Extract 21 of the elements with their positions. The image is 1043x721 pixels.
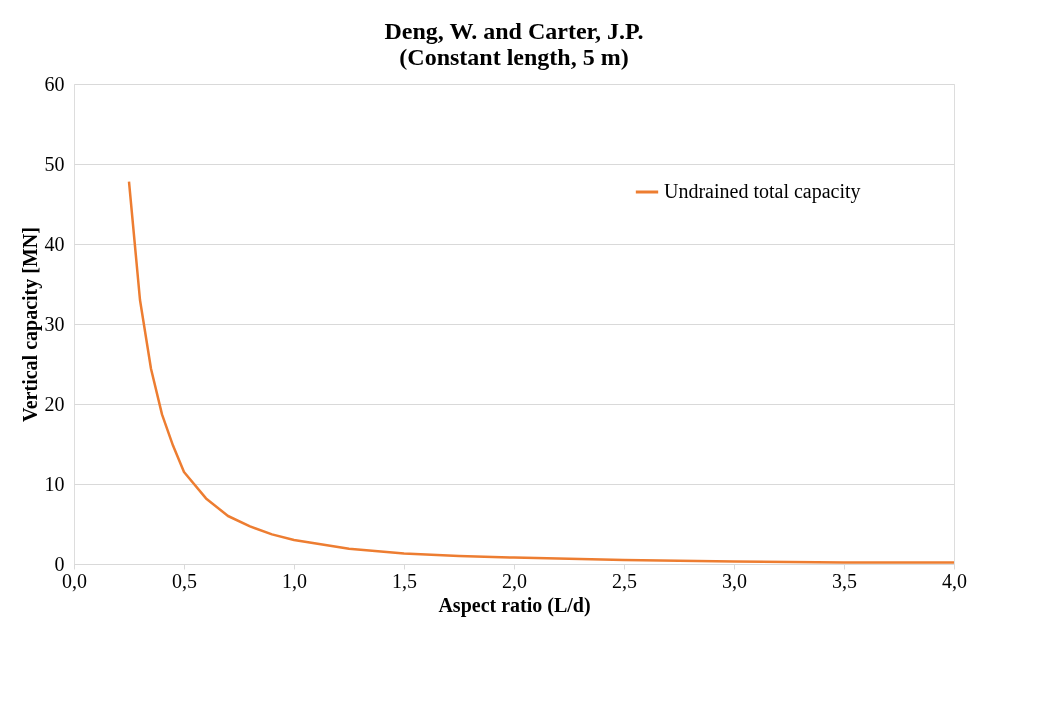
y-tick-label: 10 xyxy=(44,472,65,495)
y-tick-label: 60 xyxy=(44,72,65,95)
y-tick-label: 0 xyxy=(54,552,65,575)
x-axis-title: Aspect ratio (L/d) xyxy=(438,593,591,617)
line-series xyxy=(127,180,956,564)
y-tick-label: 40 xyxy=(44,232,65,255)
y-tick-label: 50 xyxy=(44,152,65,175)
x-tick-label: 1,0 xyxy=(282,569,307,592)
x-tick-label: 3,5 xyxy=(832,569,857,592)
legend-label: Undrained total capacity xyxy=(664,180,861,203)
x-tick-label: 0,5 xyxy=(172,569,197,592)
y-tick-label: 30 xyxy=(44,312,65,335)
x-tick-label: 2,0 xyxy=(502,569,527,592)
x-tick-label: 4,0 xyxy=(942,569,967,592)
y-tick-label: 20 xyxy=(44,392,65,415)
y-axis-title: Vertical capacity [MN] xyxy=(18,227,42,422)
x-tick-label: 1,5 xyxy=(392,569,417,592)
x-tick-label: 0,0 xyxy=(62,569,87,592)
chart-title: Deng, W. and Carter, J.P. (Constant length, 5 m) xyxy=(384,18,644,70)
x-tick-label: 3,0 xyxy=(722,569,747,592)
x-tick-label: 2,5 xyxy=(612,569,637,592)
